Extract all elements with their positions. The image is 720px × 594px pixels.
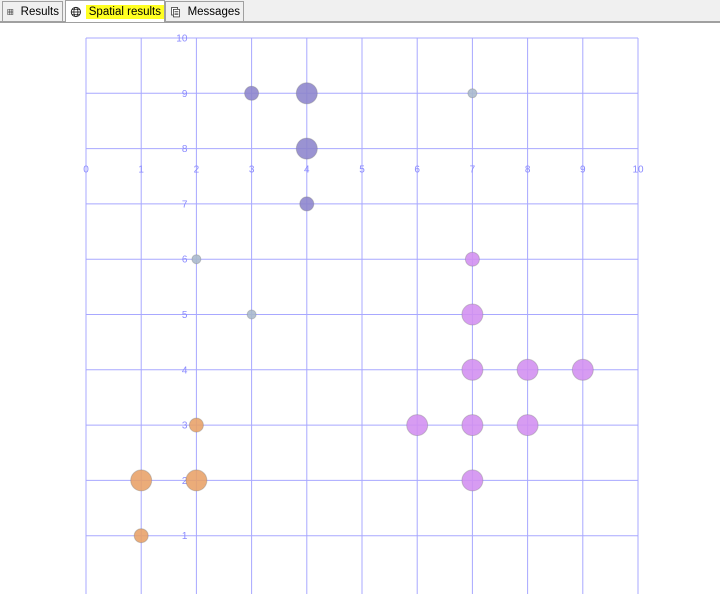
data-point[interactable] — [246, 309, 257, 320]
y-tick-label: 4 — [182, 365, 188, 376]
data-point[interactable] — [461, 414, 484, 437]
data-point[interactable] — [406, 414, 429, 437]
y-tick-label: 10 — [176, 34, 188, 45]
data-point[interactable] — [295, 82, 318, 105]
spatial-plot[interactable]: 0 1 2 3 4 5 6 7 8 9 10 1 2 3 4 5 6 7 8 9 10 — [0, 23, 720, 594]
y-tick-label: 2 — [182, 476, 188, 487]
data-point[interactable] — [461, 469, 484, 492]
results-tab-bar: Results Spatial results Messages — [0, 0, 720, 22]
data-point[interactable] — [299, 196, 315, 212]
x-tick-label: 3 — [249, 165, 255, 176]
x-tick-label: 10 — [632, 165, 644, 176]
y-tick-label: 3 — [182, 421, 188, 432]
tab-spatial-results-label: Spatial results — [85, 4, 164, 19]
data-point[interactable] — [467, 88, 478, 99]
y-tick-label: 9 — [182, 89, 188, 100]
y-tick-label: 8 — [182, 144, 188, 155]
data-point[interactable] — [295, 137, 318, 160]
x-tick-label: 1 — [138, 165, 144, 176]
data-point[interactable] — [130, 469, 153, 492]
data-point[interactable] — [461, 358, 484, 381]
y-tick-label: 6 — [182, 255, 188, 266]
tab-messages-label: Messages — [187, 5, 240, 18]
tab-results[interactable]: Results — [2, 1, 63, 21]
x-tick-label: 9 — [580, 165, 586, 176]
y-tick-label: 7 — [182, 199, 188, 210]
x-tick-label: 4 — [304, 165, 310, 176]
data-point[interactable] — [516, 358, 539, 381]
x-tick-label: 7 — [470, 165, 476, 176]
x-tick-label: 2 — [194, 165, 200, 176]
tab-messages[interactable]: Messages — [165, 1, 244, 21]
globe-icon — [70, 6, 81, 17]
data-point[interactable] — [571, 358, 594, 381]
messages-icon — [171, 6, 180, 17]
grid-icon — [7, 8, 14, 15]
x-tick-label: 8 — [525, 165, 531, 176]
data-point[interactable] — [516, 414, 539, 437]
tab-bar-divider — [0, 21, 720, 22]
data-point[interactable] — [185, 469, 208, 492]
data-point[interactable] — [191, 254, 202, 265]
data-point[interactable] — [133, 528, 149, 544]
data-point[interactable] — [244, 85, 260, 101]
y-tick-label: 5 — [182, 310, 188, 321]
x-tick-label: 0 — [83, 165, 89, 176]
data-point[interactable] — [188, 417, 204, 433]
data-point[interactable] — [461, 303, 484, 326]
spatial-results-panel: 0 1 2 3 4 5 6 7 8 9 10 1 2 3 4 5 6 7 8 9 10 — [0, 22, 720, 594]
x-tick-label: 5 — [359, 165, 365, 176]
tab-spatial-results[interactable]: Spatial results — [65, 0, 165, 22]
data-point[interactable] — [464, 251, 480, 267]
x-tick-label: 6 — [414, 165, 420, 176]
y-tick-label: 1 — [182, 531, 188, 542]
tab-results-label: Results — [20, 5, 59, 18]
